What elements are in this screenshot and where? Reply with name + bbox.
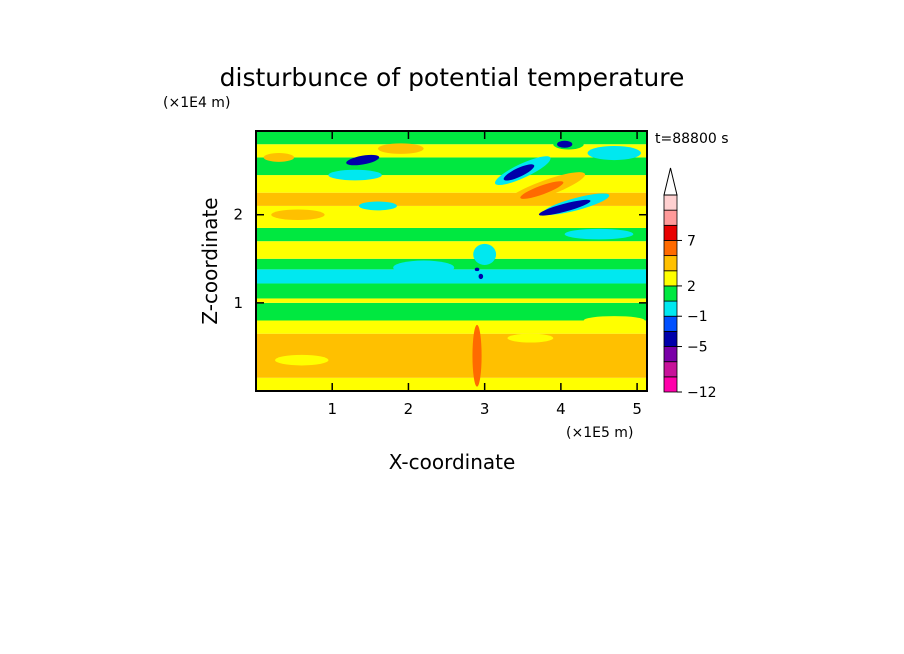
time-label: t=88800 s: [655, 131, 729, 147]
contour-feature-19: [474, 267, 480, 272]
contour-feature-0: [346, 154, 380, 166]
contour-band-1: [256, 333, 647, 378]
contour-feature-4: [263, 153, 295, 162]
colorbar-label-2: −1: [687, 309, 708, 325]
colorbar-segment-1: [663, 361, 678, 378]
contour-band-3: [256, 302, 647, 321]
contour-feature-21: [507, 333, 554, 343]
colorbar-segment-8: [663, 255, 678, 272]
colorbar-segment-6: [663, 285, 678, 302]
contour-band-7: [256, 258, 647, 270]
contour-feature-1: [328, 169, 382, 181]
contour-feature-22: [583, 316, 645, 325]
x-tick-label-1: 1: [327, 400, 337, 418]
contour-band-15: [256, 131, 647, 145]
contour-band-14: [256, 144, 647, 158]
contour-feature-6: [393, 260, 455, 275]
colorbar-segment-11: [663, 209, 678, 226]
contour-band-8: [256, 241, 647, 259]
colorbar-extend-arrow: [663, 167, 678, 196]
contour-feature-13: [587, 145, 641, 161]
colorbar-label-3: −5: [687, 340, 708, 356]
colorbar-segment-2: [663, 346, 678, 363]
contour-band-9: [256, 227, 647, 242]
contour-band-13: [256, 157, 647, 176]
contour-band-2: [256, 320, 647, 334]
colorbar-segment-12: [663, 194, 678, 211]
y-tick-label-2: 2: [233, 206, 243, 224]
contour-feature-20: [275, 354, 329, 366]
colorbar: 7 2 −1 −5 −12: [663, 167, 717, 401]
contour-feature-12: [538, 199, 591, 216]
contour-band-4: [256, 298, 647, 303]
colorbar-label-1: 2: [687, 279, 696, 295]
contour-feature-3: [358, 201, 398, 211]
contour-feature-8: [503, 164, 535, 181]
contour-feature-23: [472, 324, 482, 387]
y-scale-label: (×1E4 m): [163, 95, 230, 111]
chart-title: disturbunce of potential temperature: [220, 63, 685, 92]
contour-band-6: [256, 269, 647, 284]
x-tick-label-4: 4: [556, 400, 566, 418]
x-tick-label-5: 5: [632, 400, 642, 418]
colorbar-label-0: 7: [687, 233, 696, 249]
colorbar-segment-3: [663, 330, 678, 347]
contour-feature-15: [557, 140, 573, 148]
plot-area: [256, 131, 647, 391]
colorbar-segment-5: [663, 300, 678, 317]
contour-feature-16: [564, 228, 634, 240]
contour-feature-17: [473, 243, 497, 265]
plot-frame: [255, 130, 648, 392]
colorbar-segment-10: [663, 224, 678, 241]
contour-feature-18: [478, 273, 484, 280]
contour-feature-2: [271, 209, 325, 221]
colorbar-segment-4: [663, 315, 678, 332]
contour-band-12: [256, 175, 647, 193]
contour-band-5: [256, 283, 647, 299]
colorbar-segment-9: [663, 240, 678, 257]
contour-band-11: [256, 192, 647, 206]
x-scale-label: (×1E5 m): [566, 425, 633, 441]
y-tick-label-1: 1: [233, 294, 243, 312]
contour-feature-10: [520, 181, 564, 199]
colorbar-segment-7: [663, 270, 678, 287]
x-axis-label: X-coordinate: [389, 450, 516, 474]
colorbar-segment-0: [663, 376, 678, 393]
x-tick-label-3: 3: [480, 400, 490, 418]
contour-feature-5: [377, 143, 424, 154]
x-tick-label-2: 2: [404, 400, 414, 418]
contour-band-0: [256, 377, 647, 391]
colorbar-label-4: −12: [687, 385, 717, 401]
y-axis-label: Z-coordinate: [198, 197, 222, 324]
